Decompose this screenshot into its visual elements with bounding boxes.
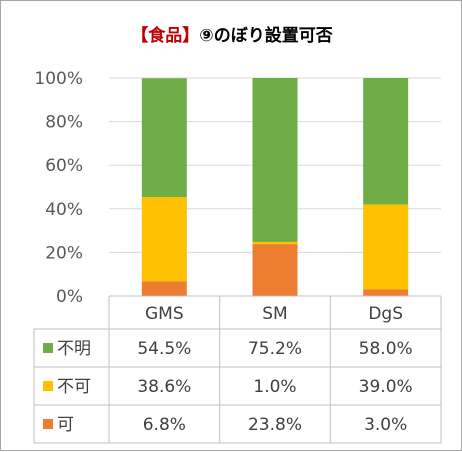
chart-title-prefix: 【食品】 xyxy=(131,25,199,46)
y-axis-ticks: 0% 20% 40% 60% 80% 100% xyxy=(34,69,83,307)
data-table-value: 38.6% xyxy=(137,377,191,397)
bar-segment xyxy=(363,204,409,290)
bar-segment xyxy=(252,78,298,242)
x-category-label: SM xyxy=(262,304,287,324)
data-table-value: 23.8% xyxy=(248,415,302,435)
legend-label: 可 xyxy=(57,415,74,435)
data-table-value: 58.0% xyxy=(359,339,413,359)
y-tick-label: 0% xyxy=(56,287,83,307)
legend-key xyxy=(43,381,53,391)
y-tick-label: 100% xyxy=(34,69,83,89)
legend-key xyxy=(43,419,53,429)
data-table-value: 75.2% xyxy=(248,339,302,359)
chart-title-main: ⑨のぼり設置可否 xyxy=(199,25,332,46)
bars xyxy=(141,78,409,296)
legend-key xyxy=(43,343,53,353)
data-table-value: 6.8% xyxy=(143,415,186,435)
chart-title: 【食品】⑨のぼり設置可否 xyxy=(131,25,332,46)
legend-label: 不明 xyxy=(57,339,91,359)
bar-segment xyxy=(252,244,298,296)
data-table-value: 3.0% xyxy=(364,415,407,435)
bar-segment xyxy=(141,197,187,282)
bar-segment xyxy=(252,241,298,245)
data-table-value: 39.0% xyxy=(359,377,413,397)
y-tick-label: 60% xyxy=(45,156,83,176)
data-table-value: 1.0% xyxy=(253,377,296,397)
bar-segment xyxy=(141,281,187,296)
bar-segment xyxy=(363,289,409,296)
bar-segment xyxy=(363,78,409,205)
y-tick-label: 40% xyxy=(45,200,83,220)
data-table-value: 54.5% xyxy=(137,339,191,359)
x-category-label: DgS xyxy=(368,304,403,324)
y-tick-label: 20% xyxy=(45,243,83,263)
legend-label: 不可 xyxy=(57,377,91,397)
data-table: GMS SM DgS 不明 54.5% 75.2% 58.0% 不可 38.6% 1.0% 39.0… xyxy=(33,295,442,444)
x-category-label: GMS xyxy=(145,304,184,324)
y-tick-label: 80% xyxy=(45,113,83,133)
bar-segment xyxy=(141,78,187,198)
